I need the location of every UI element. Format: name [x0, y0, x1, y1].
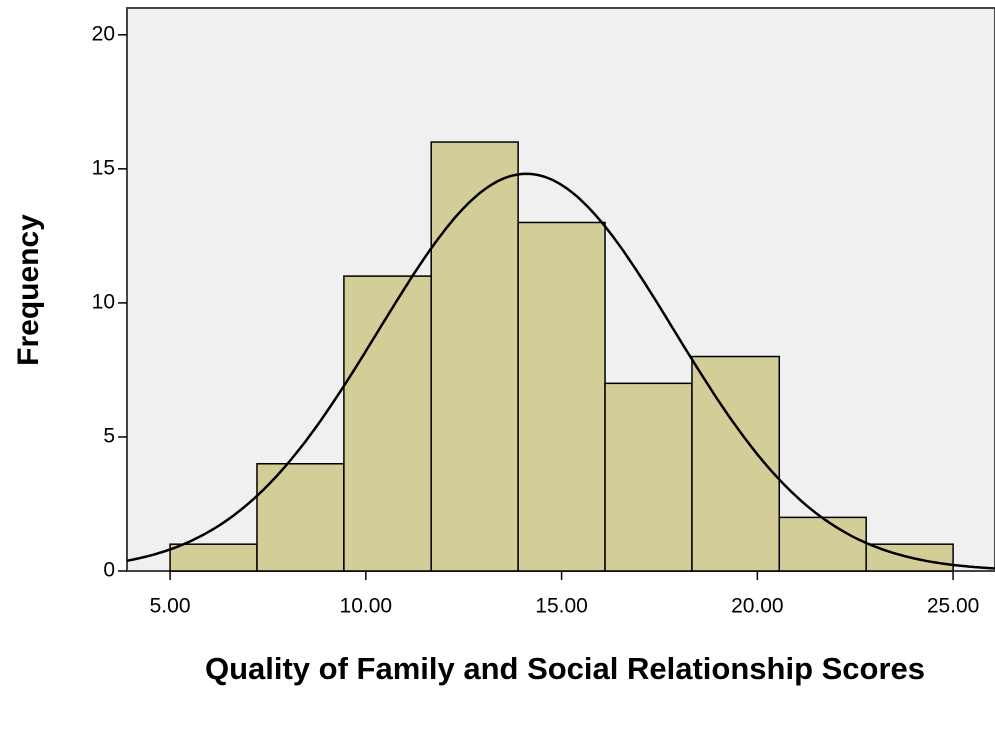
bar [778, 516, 867, 572]
y-tick-label: 20 [92, 22, 115, 45]
y-axis-label: Frequency [12, 214, 45, 366]
bar [169, 543, 258, 572]
normal-curve [126, 172, 995, 570]
bar [343, 275, 432, 572]
x-axis-label: Quality of Family and Social Relationshi… [204, 651, 926, 686]
x-tick-label: 25.00 [927, 595, 980, 618]
y-tick-label: 15 [92, 156, 115, 179]
x-tick-label: 15.00 [535, 595, 588, 618]
x-tick-label: 20.00 [731, 595, 784, 618]
x-tick-label: 5.00 [150, 595, 191, 618]
bar [256, 463, 345, 572]
y-tick-label: 0 [103, 559, 115, 582]
bar [517, 221, 606, 572]
x-tick-label: 10.00 [340, 595, 393, 618]
bar [604, 382, 693, 572]
bar [430, 141, 519, 572]
y-tick-label: 10 [92, 290, 115, 313]
y-tick-label: 5 [103, 424, 115, 447]
